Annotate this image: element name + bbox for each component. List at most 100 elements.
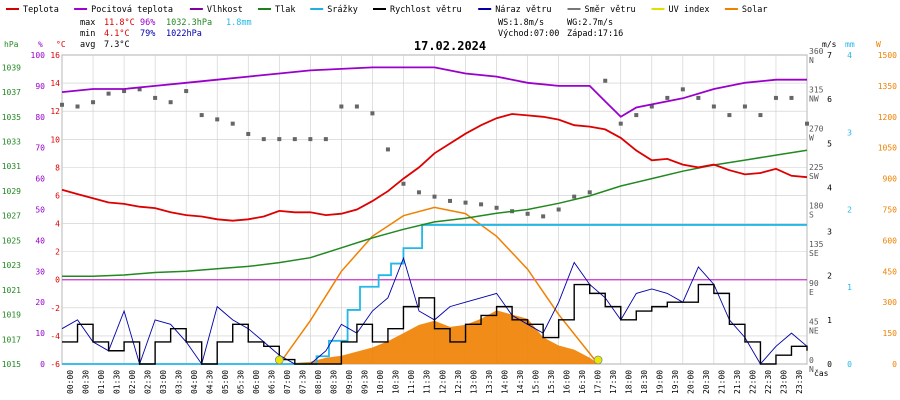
legend-label-8: UV index [669,5,710,15]
x-tick-46: 23:00 [780,370,789,394]
temp-axis-tick-3: 0 [55,276,60,285]
x-tick-24: 12:00 [438,370,447,394]
direction-axis-name-8: N [809,56,814,65]
stat-max-temp: 11.8°C [104,18,135,28]
x-tick-13: 06:30 [268,370,277,394]
legend-label-2: Vlhkost [207,5,243,15]
x-tick-23: 11:30 [423,370,432,394]
x-tick-2: 01:00 [97,370,106,394]
stat-min-temp: 4.1°C [104,29,130,39]
stat-max-label: max [80,18,95,28]
humidity-axis-tick-1: 10 [35,329,45,338]
x-tick-15: 07:30 [299,370,308,394]
humidity-axis-tick-7: 70 [35,144,45,153]
solar-axis-tick-8: 1200 [878,113,897,122]
wind-axis-tick-0: 0 [827,360,832,369]
direction-point [199,113,204,118]
x-tick-0: 00:00 [66,370,75,394]
x-tick-44: 22:00 [749,370,758,394]
x-tick-7: 03:30 [174,370,183,394]
temp-axis-tick-1: -4 [50,332,60,341]
stat-sunset: Západ:17:16 [567,29,623,39]
x-tick-6: 03:00 [159,370,168,394]
x-tick-21: 10:30 [392,370,401,394]
pressure-axis-tick-8: 1031 [2,162,21,171]
wind-axis-tick-4: 4 [827,183,832,192]
direction-point [603,78,608,83]
solar-max-curve [278,206,599,365]
x-tick-5: 02:30 [143,370,152,394]
direction-point [292,137,297,142]
direction-point [494,205,499,210]
direction-axis-name-7: NW [809,95,819,104]
direction-point [370,111,375,116]
x-tick-38: 19:00 [656,370,665,394]
legend-label-6: Náraz větru [495,5,551,15]
direction-point [432,194,437,199]
legend-label-9: Solar [742,5,768,15]
direction-point [277,137,282,142]
direction-axis-name-5: SW [809,172,819,181]
x-tick-42: 21:00 [718,370,727,394]
direction-point [246,131,251,136]
direction-point [448,198,453,203]
pressure-line [62,149,808,277]
x-tick-3: 01:30 [112,370,121,394]
x-tick-26: 13:00 [469,370,478,394]
x-tick-36: 18:00 [625,370,634,394]
direction-point [153,95,158,100]
humidity-axis-tick-0: 0 [40,360,45,369]
x-tick-19: 09:30 [361,370,370,394]
stats-panel: max 11.8°C 96% 1032.3hPa 1.8mm min 4.1°C… [80,18,623,50]
rain-axis-tick-4: 4 [847,51,852,60]
solar-axis-tick-6: 900 [883,175,898,184]
x-tick-8: 04:00 [190,370,199,394]
pressure-axis-tick-10: 1035 [2,113,21,122]
rain-axis-tick-1: 1 [847,283,852,292]
stat-min-press: 1022hPa [166,29,202,39]
time-label: čas [814,368,829,378]
stat-max-hum: 96% [140,18,155,28]
direction-point [168,100,173,105]
legend-label-1: Pocitová teplota [91,5,173,15]
direction-point [261,137,266,142]
wind-unit: m/s [822,40,837,49]
direction-point [401,181,406,186]
temperature-line [61,113,808,222]
rain-unit: mm [845,40,855,49]
solar-unit: W [876,40,881,49]
direction-point [805,121,809,126]
stat-min-hum: 79% [140,29,155,39]
direction-axis-tick-1: 45 [809,317,819,326]
stat-sunrise: Východ:07:00 [498,29,559,39]
rain-axis-tick-0: 0 [847,360,852,369]
temp-axis-tick-0: -6 [50,360,60,369]
x-tick-12: 06:00 [252,370,261,394]
direction-point [789,95,794,100]
direction-axis-tick-8: 360 [809,47,824,56]
x-tick-35: 17:30 [609,370,618,394]
direction-point [587,190,592,195]
humidity-axis-tick-10: 100 [31,51,46,60]
chart-title: 17.02.2024 [414,39,486,53]
temp-unit: °C [56,40,66,49]
direction-point [106,91,111,96]
direction-point [463,200,468,205]
humidity-unit: % [38,40,43,49]
rain-axis-tick-3: 3 [847,128,852,137]
direction-axis-tick-4: 180 [809,202,824,211]
direction-axis-tick-0: 0 [809,356,814,365]
legend-label-4: Srážky [327,5,358,15]
pressure-axis-tick-0: 1015 [2,360,21,369]
direction-point [525,211,530,216]
pressure-axis-tick-6: 1027 [2,212,21,221]
solar-axis-tick-10: 1500 [878,51,897,60]
direction-axis-tick-3: 135 [809,240,824,249]
legend-label-3: Tlak [275,5,295,15]
direction-point [727,113,732,118]
pressure-axis-tick-12: 1039 [2,63,21,72]
x-tick-34: 17:00 [593,370,602,394]
pressure-axis-tick-2: 1019 [2,311,21,320]
direction-axis-name-1: NE [809,326,819,335]
direction-point [354,104,359,109]
